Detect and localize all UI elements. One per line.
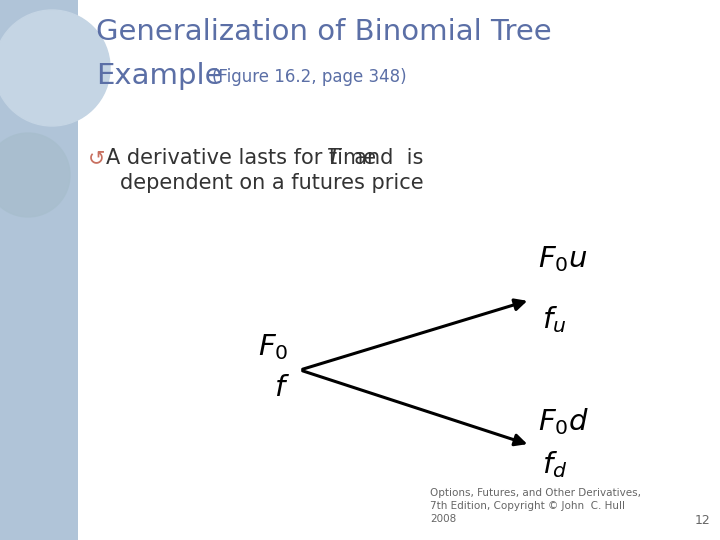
Text: 2008: 2008 xyxy=(430,514,456,524)
Circle shape xyxy=(0,133,70,217)
Text: $f$: $f$ xyxy=(274,374,290,402)
Text: 7th Edition, Copyright © John  C. Hull: 7th Edition, Copyright © John C. Hull xyxy=(430,501,625,511)
Text: and  is: and is xyxy=(341,148,423,168)
Text: $F_0u$: $F_0u$ xyxy=(538,244,588,274)
Bar xyxy=(0,0,78,540)
Text: $f_u$: $f_u$ xyxy=(542,304,566,335)
Text: Options, Futures, and Other Derivatives,: Options, Futures, and Other Derivatives, xyxy=(430,488,641,498)
Text: A derivative lasts for time: A derivative lasts for time xyxy=(106,148,383,168)
Text: 12: 12 xyxy=(694,514,710,527)
Text: dependent on a futures price: dependent on a futures price xyxy=(120,173,423,193)
Text: Generalization of Binomial Tree: Generalization of Binomial Tree xyxy=(96,18,552,46)
Text: Example: Example xyxy=(96,62,222,90)
Text: $f_d$: $f_d$ xyxy=(542,449,567,480)
Text: ↺: ↺ xyxy=(88,148,106,168)
Text: $T$: $T$ xyxy=(326,148,343,168)
Text: $F_0$: $F_0$ xyxy=(258,332,288,362)
Circle shape xyxy=(0,10,110,126)
Text: $F_0d$: $F_0d$ xyxy=(538,406,589,437)
Text: (Figure 16.2, page 348): (Figure 16.2, page 348) xyxy=(212,68,407,86)
